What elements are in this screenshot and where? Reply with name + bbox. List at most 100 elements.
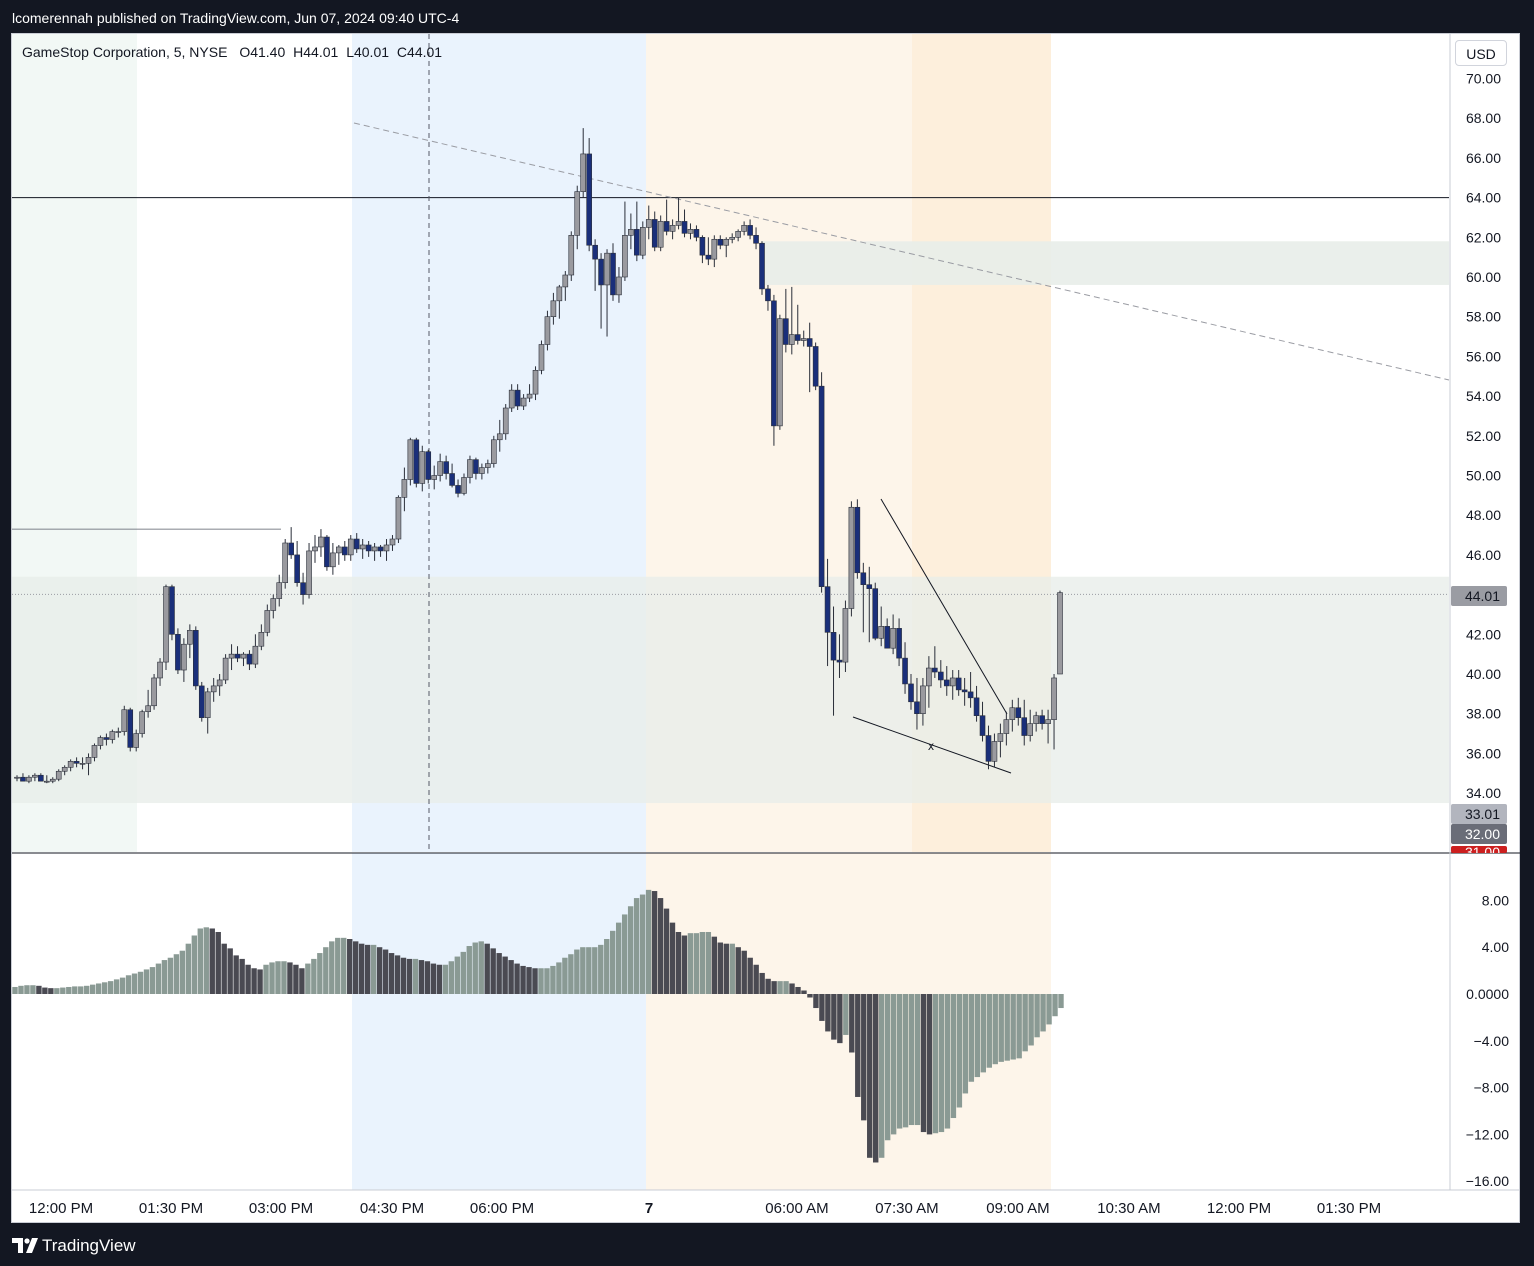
histogram-bar	[598, 944, 604, 994]
histogram-bar	[101, 982, 108, 994]
symbol-legend[interactable]: GameStop Corporation, 5, NYSE O41.40 H44…	[22, 43, 446, 61]
candle	[252, 634, 259, 669]
candle	[490, 435, 497, 468]
price-axis-tick: 60.00	[1466, 269, 1501, 285]
candle-body	[717, 238, 724, 246]
histogram-bar	[580, 947, 586, 994]
histogram-bar	[867, 994, 873, 1158]
candle	[97, 735, 104, 750]
footer-brand[interactable]: TradingView	[12, 1234, 136, 1258]
histogram-axis-tick: −12.00	[1466, 1126, 1509, 1142]
histogram-bar	[508, 960, 514, 994]
candle	[204, 687, 211, 734]
candle-body	[866, 584, 873, 589]
candle-body	[860, 572, 867, 585]
candle	[1021, 699, 1028, 746]
candle-body	[461, 477, 467, 494]
currency-button[interactable]: USD	[1455, 40, 1507, 66]
histogram-bar	[305, 963, 311, 994]
time-axis-tick: 04:30 PM	[360, 1200, 424, 1217]
candle-body	[371, 546, 378, 552]
histogram-bar	[669, 922, 676, 994]
candle	[431, 465, 438, 490]
candle	[580, 128, 587, 198]
histogram-bar	[185, 943, 192, 994]
candle	[806, 322, 813, 393]
time-axis-tick: 06:00 PM	[470, 1200, 534, 1217]
wedge-lower-line[interactable]	[852, 716, 1012, 774]
histogram-axis-tick: 4.00	[1482, 939, 1509, 955]
histogram-bar	[1034, 994, 1040, 1038]
histogram-bar	[245, 964, 251, 994]
candle-body	[634, 229, 640, 256]
histogram-bar	[807, 994, 813, 998]
price-axis-tick: 50.00	[1466, 468, 1501, 484]
histogram-bar	[711, 936, 718, 994]
candle-body	[896, 628, 902, 659]
histogram-bar	[167, 957, 174, 994]
histogram-bar	[604, 939, 610, 994]
price-axis-tick: 66.00	[1466, 150, 1501, 166]
candle	[794, 304, 801, 345]
candle	[765, 284, 771, 311]
dashed-trendline[interactable]	[353, 122, 1450, 381]
histogram-bar	[735, 947, 741, 994]
histogram-bar	[60, 987, 66, 994]
histogram-bar	[352, 941, 359, 994]
price-axis-tick: 64.00	[1466, 190, 1501, 206]
histogram-bar	[998, 994, 1004, 1062]
candle	[902, 642, 908, 694]
candle	[955, 670, 962, 696]
candle-body	[318, 536, 324, 548]
histogram-bar	[478, 941, 484, 994]
candle-body	[151, 677, 157, 707]
candle-body	[407, 439, 414, 480]
histogram-bar	[143, 969, 150, 994]
candle	[562, 271, 569, 301]
histogram-bar	[137, 971, 144, 994]
candle-body	[908, 683, 914, 703]
legend-open: O41.40	[239, 44, 286, 60]
candle	[800, 330, 807, 347]
histogram-bar	[436, 964, 443, 994]
candle-body	[550, 300, 557, 318]
candle	[997, 723, 1004, 758]
histogram-bar	[203, 927, 209, 994]
histogram-bar	[191, 935, 198, 994]
candle	[717, 235, 724, 250]
histogram-bar	[293, 964, 299, 994]
candle	[586, 138, 592, 252]
candle-body	[1027, 723, 1033, 736]
candle	[413, 437, 420, 488]
candle	[401, 467, 408, 512]
candle-body	[562, 274, 569, 288]
candle-body	[604, 252, 610, 286]
histogram-bar	[645, 889, 652, 994]
candle	[473, 457, 479, 480]
histogram-bar	[209, 928, 215, 994]
candle-body	[431, 475, 438, 480]
histogram-bar	[932, 994, 939, 1134]
candle	[759, 241, 765, 295]
histogram-bar	[914, 994, 921, 1126]
histogram-bar	[1040, 994, 1046, 1032]
candle-body	[282, 542, 289, 583]
candle	[1003, 711, 1010, 746]
time-axis-tick: 01:30 PM	[1317, 1200, 1381, 1217]
candle-body	[163, 586, 169, 663]
candle-body	[49, 778, 56, 782]
time-axis-tick: 7	[645, 1200, 653, 1217]
histogram-bar	[113, 979, 120, 994]
wedge-upper-line[interactable]	[880, 498, 1008, 715]
candle-body	[979, 715, 986, 736]
candle	[258, 624, 265, 651]
histogram-bar	[48, 988, 54, 994]
candle	[115, 727, 122, 738]
candle	[330, 542, 336, 575]
candle	[73, 757, 80, 768]
candle-body	[312, 546, 318, 552]
price-axis-tick: 54.00	[1466, 388, 1501, 404]
candle-body	[932, 667, 938, 673]
candle	[860, 562, 867, 633]
